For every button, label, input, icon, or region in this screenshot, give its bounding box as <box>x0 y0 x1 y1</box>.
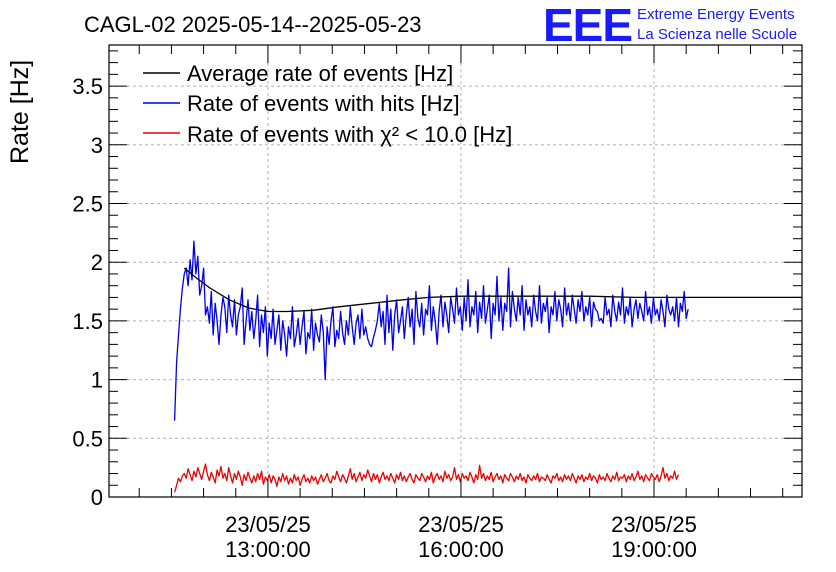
series-average-line <box>183 267 802 313</box>
logo-mark: EEE <box>543 0 632 51</box>
grid <box>109 45 802 497</box>
logo-line-2: La Scienza nelle Scuole <box>637 26 797 43</box>
series-chi2-line <box>173 463 680 493</box>
y-axis-label: Rate [Hz] <box>6 60 34 164</box>
legend-label-hits: Rate of events with hits [Hz] <box>187 91 460 116</box>
legend-label-average: Average rate of events [Hz] <box>187 61 453 86</box>
y-tick-label: 1 <box>91 368 103 393</box>
eee-logo: EEE Extreme Energy Events La Scienza nel… <box>543 0 797 51</box>
x-tick-date: 23/05/25 <box>418 512 504 537</box>
y-tick-label: 2 <box>91 250 103 275</box>
series-layer <box>173 240 802 493</box>
x-tick-time: 13:00:00 <box>225 537 311 562</box>
logo-line-1: Extreme Energy Events <box>637 6 795 23</box>
y-tick-label: 2.5 <box>72 191 103 216</box>
x-tick-time: 19:00:00 <box>611 537 697 562</box>
legend-label-chi2: Rate of events with χ² < 10.0 [Hz] <box>187 122 512 147</box>
x-tick-date: 23/05/25 <box>225 512 311 537</box>
x-tick-time: 16:00:00 <box>418 537 504 562</box>
plot-frame <box>108 44 803 498</box>
y-tick-label: 1.5 <box>72 309 103 334</box>
y-tick-label: 3.5 <box>72 74 103 99</box>
legend: Average rate of events [Hz] Rate of even… <box>143 61 512 147</box>
y-tick-label: 3 <box>91 133 103 158</box>
y-tick-label: 0.5 <box>72 426 103 451</box>
chart-title: CAGL-02 2025-05-14--2025-05-23 <box>84 12 422 37</box>
ticks: 00.511.522.533.523/05/2513:00:0023/05/25… <box>72 45 802 562</box>
x-tick-date: 23/05/25 <box>611 512 697 537</box>
series-hits-line <box>173 240 689 421</box>
y-tick-label: 0 <box>91 485 103 510</box>
